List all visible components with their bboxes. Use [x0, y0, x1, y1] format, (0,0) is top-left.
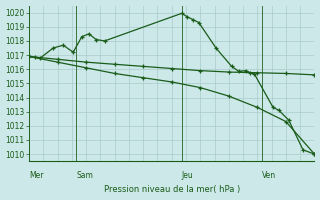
X-axis label: Pression niveau de la mer( hPa ): Pression niveau de la mer( hPa ): [104, 185, 240, 194]
